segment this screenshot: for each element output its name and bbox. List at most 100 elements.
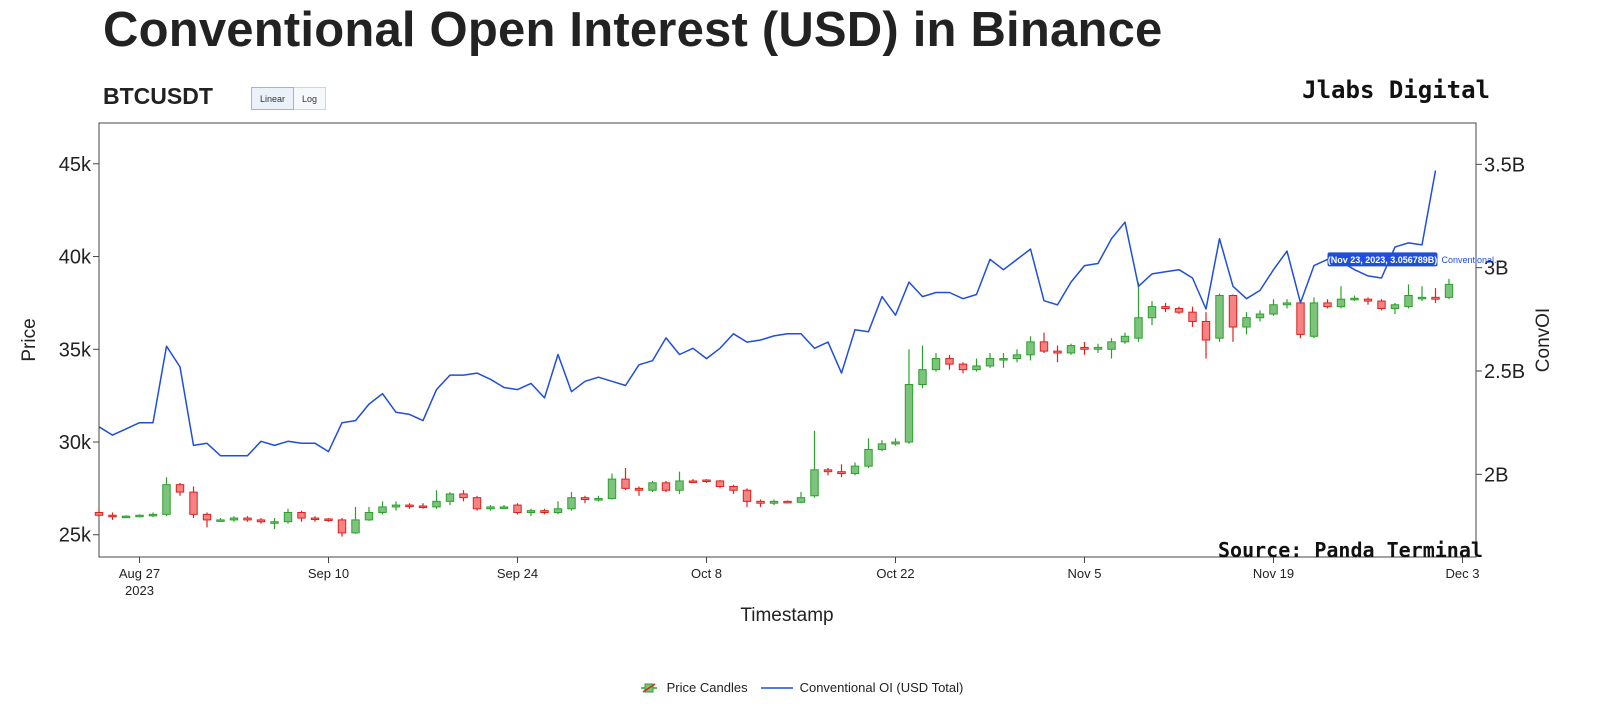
price-candle[interactable]: [337, 518, 347, 537]
price-candle[interactable]: [121, 515, 131, 519]
price-candle[interactable]: [108, 512, 117, 520]
price-candle[interactable]: [688, 479, 698, 483]
price-candle[interactable]: [1377, 299, 1386, 311]
price-candle[interactable]: [189, 486, 198, 519]
price-candle[interactable]: [148, 512, 158, 518]
price-candle[interactable]: [810, 430, 819, 498]
price-candle[interactable]: [297, 510, 306, 522]
price-candle[interactable]: [1404, 284, 1413, 309]
price-candle[interactable]: [769, 499, 779, 506]
price-candle[interactable]: [1323, 299, 1332, 309]
price-candle[interactable]: [904, 349, 914, 444]
price-candle[interactable]: [283, 508, 293, 524]
price-candle[interactable]: [1161, 302, 1170, 313]
price-candle[interactable]: [1026, 336, 1035, 361]
price-candle[interactable]: [499, 505, 509, 509]
price-candle[interactable]: [243, 516, 252, 522]
price-candle[interactable]: [432, 490, 441, 509]
legend-item-candles[interactable]: Price Candles: [637, 680, 748, 695]
price-candle[interactable]: [715, 480, 725, 489]
price-candle[interactable]: [891, 438, 900, 446]
price-candle[interactable]: [1215, 293, 1224, 342]
price-candle[interactable]: [1269, 299, 1278, 316]
price-candle[interactable]: [364, 506, 374, 521]
price-candle[interactable]: [378, 501, 387, 515]
price-candle[interactable]: [783, 500, 792, 504]
price-candle[interactable]: [945, 354, 954, 370]
price-candle[interactable]: [1282, 299, 1292, 309]
price-candle[interactable]: [175, 482, 185, 496]
price-candle[interactable]: [931, 352, 941, 372]
price-candle[interactable]: [958, 362, 968, 374]
price-candle[interactable]: [1242, 312, 1251, 335]
price-candle[interactable]: [837, 464, 846, 478]
price-candle[interactable]: [972, 358, 981, 372]
price-candle[interactable]: [324, 518, 333, 522]
price-candle[interactable]: [162, 477, 171, 517]
price-candle[interactable]: [756, 499, 765, 507]
price-candle[interactable]: [729, 484, 738, 494]
legend-item-oi[interactable]: Conventional OI (USD Total): [760, 680, 963, 695]
price-candle[interactable]: [1336, 286, 1346, 309]
price-candle[interactable]: [1147, 301, 1157, 326]
linear-scale-button[interactable]: Linear: [251, 87, 295, 110]
price-candle[interactable]: [1188, 306, 1197, 328]
price-candle[interactable]: [1431, 288, 1440, 303]
price-candle[interactable]: [351, 506, 360, 534]
price-candle[interactable]: [648, 480, 657, 493]
price-candle[interactable]: [999, 352, 1008, 368]
price-candle[interactable]: [675, 471, 684, 494]
price-candle[interactable]: [1066, 343, 1076, 355]
price-candle[interactable]: [459, 490, 468, 502]
price-candle[interactable]: [1350, 295, 1359, 302]
log-scale-button[interactable]: Log: [294, 87, 327, 110]
price-candle[interactable]: [580, 495, 590, 504]
price-candle[interactable]: [877, 440, 887, 452]
price-candle[interactable]: [405, 503, 414, 509]
price-candle[interactable]: [702, 479, 711, 483]
price-candle[interactable]: [1296, 301, 1305, 339]
price-candle[interactable]: [1134, 282, 1143, 342]
price-candle[interactable]: [823, 467, 833, 476]
price-candle[interactable]: [607, 473, 617, 500]
price-candle[interactable]: [621, 467, 630, 491]
price-candle[interactable]: [1053, 345, 1062, 363]
price-candle[interactable]: [486, 505, 495, 511]
price-candle[interactable]: [985, 352, 995, 368]
price-candle[interactable]: [634, 486, 644, 496]
price-candle[interactable]: [850, 462, 860, 476]
price-candle[interactable]: [1080, 341, 1089, 355]
price-candle[interactable]: [472, 495, 482, 511]
price-candle[interactable]: [796, 492, 806, 504]
price-candle[interactable]: [918, 345, 927, 389]
price-candle[interactable]: [1309, 297, 1319, 339]
price-candle[interactable]: [1444, 278, 1454, 300]
price-candle[interactable]: [742, 488, 752, 507]
price-candle[interactable]: [864, 438, 873, 468]
price-candle[interactable]: [418, 503, 428, 509]
price-candle[interactable]: [594, 495, 603, 502]
price-candle[interactable]: [256, 518, 266, 524]
price-candle[interactable]: [1255, 310, 1265, 322]
price-candle[interactable]: [1174, 306, 1184, 315]
price-candle[interactable]: [540, 508, 549, 515]
price-candle[interactable]: [1107, 338, 1116, 359]
price-candle[interactable]: [1228, 294, 1238, 342]
price-candle[interactable]: [1417, 286, 1427, 302]
price-candle[interactable]: [445, 492, 455, 506]
price-candle[interactable]: [1363, 297, 1373, 305]
price-candle[interactable]: [135, 514, 144, 518]
price-candle[interactable]: [202, 512, 212, 528]
price-candle[interactable]: [526, 508, 536, 517]
price-candle[interactable]: [229, 516, 239, 522]
price-candle[interactable]: [94, 508, 104, 518]
price-candle[interactable]: [216, 518, 225, 522]
price-candle[interactable]: [1093, 343, 1103, 353]
oi-series-line[interactable]: [98, 170, 1437, 457]
price-candle[interactable]: [1201, 312, 1211, 359]
price-candle[interactable]: [567, 492, 576, 511]
price-candle[interactable]: [1390, 302, 1400, 315]
price-oi-chart[interactable]: 25k 30k 35k 40k 45k 2B 2.5B 3B 3.5B Aug 27 2023 Sep…: [0, 0, 1600, 670]
price-candle[interactable]: [1039, 332, 1049, 353]
price-candle[interactable]: [1120, 332, 1130, 344]
